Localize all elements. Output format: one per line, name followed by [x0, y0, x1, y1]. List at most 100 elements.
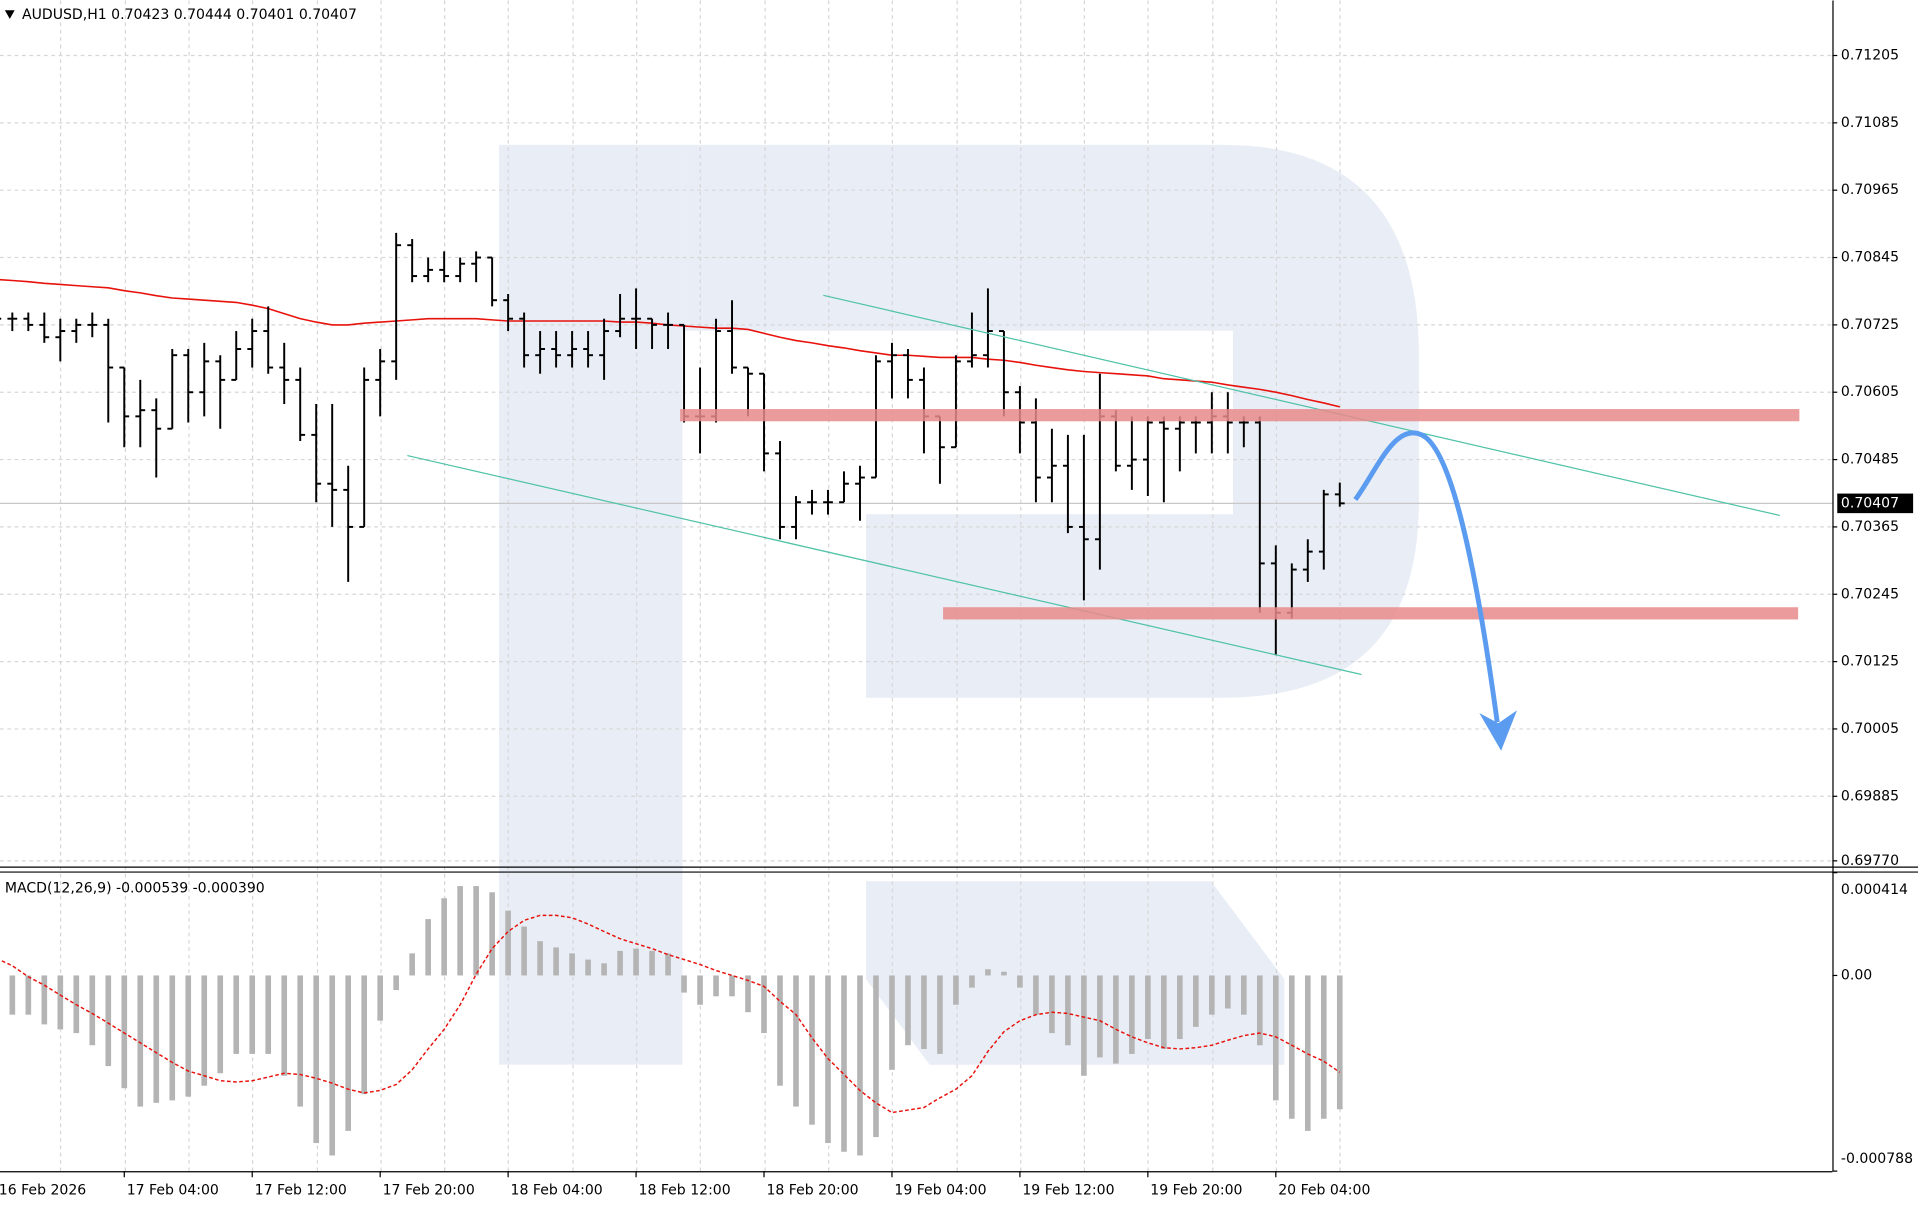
- macd-bar: [1097, 975, 1103, 1058]
- y-tick-label: 0.000414: [1841, 882, 1908, 898]
- macd-bar: [393, 975, 399, 991]
- macd-bar: [281, 975, 288, 1076]
- y-tick-label: 0.71085: [1841, 115, 1899, 131]
- macd-bar: [1177, 975, 1183, 1040]
- macd-bar: [233, 975, 240, 1054]
- macd-bar: [777, 975, 783, 1086]
- macd-bar: [153, 975, 160, 1103]
- macd-bar: [521, 926, 527, 976]
- last-price-label: 0.70407: [1841, 495, 1899, 511]
- macd-bar: [361, 975, 367, 1095]
- support-zone: [943, 607, 1799, 620]
- macd-bar: [729, 975, 735, 997]
- macd-bar: [1241, 975, 1247, 1015]
- y-tick-label: 0.70485: [1841, 452, 1899, 468]
- macd-bar: [937, 975, 943, 1054]
- macd-bar: [857, 975, 863, 1156]
- macd-bar: [121, 975, 128, 1089]
- watermark-leg: [866, 881, 1285, 1065]
- macd-bar: [441, 898, 447, 976]
- macd-bar: [217, 975, 224, 1074]
- macd-bar: [1288, 975, 1295, 1119]
- macd-bar: [1145, 975, 1151, 1040]
- macd-bar: [793, 975, 799, 1107]
- macd-bar: [89, 975, 96, 1046]
- y-tick-label: 0.70725: [1841, 317, 1899, 333]
- last-price-box: [1837, 493, 1914, 514]
- macd-bar: [489, 892, 495, 976]
- macd-bar: [713, 975, 719, 997]
- macd-bar: [905, 975, 911, 1046]
- macd-bar: [953, 975, 959, 1005]
- macd-bar: [617, 950, 623, 976]
- macd-bar: [297, 975, 304, 1107]
- x-tick-label: 19 Feb 12:00: [1022, 1183, 1114, 1199]
- macd-bar: [1065, 975, 1071, 1046]
- y-tick-label: 0.70005: [1841, 721, 1899, 737]
- macd-bar: [553, 947, 559, 976]
- marks: [0, 232, 1833, 1156]
- macd-bar: [841, 975, 847, 1152]
- x-tick-label: 19 Feb 04:00: [894, 1183, 986, 1199]
- x-tick-label: 18 Feb 04:00: [511, 1183, 603, 1199]
- macd-bar: [329, 975, 336, 1156]
- axes: 0.71205 0.71085 0.70965 0.70845 0.70725 0.706…: [0, 48, 1914, 1199]
- macd-bar: [409, 953, 415, 976]
- x-tick-label: 18 Feb 20:00: [766, 1183, 858, 1199]
- watermark-stem: [499, 144, 683, 1065]
- y-tick-label: -0.000788: [1841, 1151, 1913, 1167]
- frame: [0, 0, 1918, 1173]
- y-tick-label: 0.70365: [1841, 519, 1899, 535]
- macd-bar: [969, 975, 975, 988]
- macd-bar: [1113, 975, 1119, 1064]
- macd-bar: [649, 950, 655, 976]
- drawings: [407, 294, 1800, 751]
- x-tick-label: 16 Feb 2026: [0, 1183, 86, 1199]
- macd-bar: [601, 963, 607, 976]
- channel-upper: [823, 294, 1780, 517]
- macd-bar: [265, 975, 272, 1054]
- y-tick-label: 0.71205: [1841, 48, 1899, 64]
- macd-bar: [633, 948, 639, 976]
- macd-bar: [313, 975, 320, 1144]
- macd-bar: [137, 975, 144, 1107]
- macd-bar: [761, 975, 767, 1034]
- watermark: [499, 144, 1419, 1065]
- y-tick-label: 0.69770: [1841, 853, 1899, 869]
- macd-bar: [169, 975, 176, 1101]
- x-tick-label: 19 Feb 20:00: [1150, 1183, 1242, 1199]
- y-tick-label: 0.70125: [1841, 654, 1899, 670]
- macd-bar: [921, 975, 927, 1049]
- y-tick-label: 0.69885: [1841, 788, 1899, 804]
- macd-bar: [345, 975, 352, 1131]
- forecast-arrowhead: [1479, 710, 1517, 751]
- menu-triangle[interactable]: [4, 10, 15, 19]
- macd-bar: [1081, 975, 1087, 1076]
- macd-bar: [873, 975, 879, 1138]
- macd-bar: [249, 975, 256, 1054]
- macd-bar: [425, 919, 431, 976]
- macd-bar: [9, 975, 16, 1015]
- y-tick-label: 0.70245: [1841, 586, 1899, 602]
- macd-bar: [809, 975, 815, 1125]
- macd-bar: [889, 975, 895, 1070]
- macd-bar: [1320, 975, 1327, 1119]
- macd-bar: [57, 975, 64, 1030]
- macd-bar: [105, 975, 112, 1067]
- x-tick-label: 17 Feb 12:00: [255, 1183, 347, 1199]
- x-tick-label: 20 Feb 04:00: [1278, 1183, 1370, 1199]
- macd-bar: [1033, 975, 1039, 1015]
- macd-bar: [697, 975, 703, 1005]
- macd-bar: [745, 975, 751, 1013]
- grid: [0, 0, 1833, 1172]
- macd-bar: [1272, 975, 1279, 1101]
- y-tick-label: 0.70605: [1841, 384, 1899, 400]
- macd-bar: [1193, 975, 1199, 1027]
- macd-bar: [1161, 975, 1167, 1049]
- y-tick-label: 0.70965: [1841, 182, 1899, 198]
- macd-bar: [457, 886, 463, 976]
- macd-bar: [377, 975, 383, 1021]
